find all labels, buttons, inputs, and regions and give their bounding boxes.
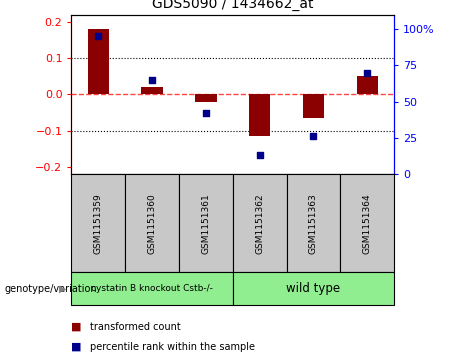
Bar: [249, 94, 271, 136]
Title: GDS5090 / 1434662_at: GDS5090 / 1434662_at: [152, 0, 313, 11]
Text: ■: ■: [71, 322, 82, 332]
Point: [95, 33, 102, 39]
Text: GSM1151362: GSM1151362: [255, 193, 264, 254]
Text: genotype/variation: genotype/variation: [5, 284, 97, 294]
Point: [202, 110, 210, 116]
Text: GSM1151363: GSM1151363: [309, 193, 318, 254]
Bar: [88, 29, 109, 94]
Point: [364, 70, 371, 76]
Bar: [195, 94, 217, 102]
Text: ■: ■: [71, 342, 82, 352]
Bar: [356, 76, 378, 94]
Text: GSM1151359: GSM1151359: [94, 193, 103, 254]
Bar: [303, 94, 324, 118]
Bar: [142, 87, 163, 94]
Point: [256, 152, 263, 158]
Text: percentile rank within the sample: percentile rank within the sample: [90, 342, 255, 352]
Text: transformed count: transformed count: [90, 322, 181, 332]
Text: GSM1151360: GSM1151360: [148, 193, 157, 254]
Text: GSM1151364: GSM1151364: [363, 193, 372, 254]
Point: [310, 134, 317, 139]
Text: wild type: wild type: [286, 282, 341, 295]
Text: ▶: ▶: [59, 284, 67, 294]
Point: [148, 77, 156, 83]
Text: cystatin B knockout Cstb-/-: cystatin B knockout Cstb-/-: [91, 284, 213, 293]
Text: GSM1151361: GSM1151361: [201, 193, 210, 254]
